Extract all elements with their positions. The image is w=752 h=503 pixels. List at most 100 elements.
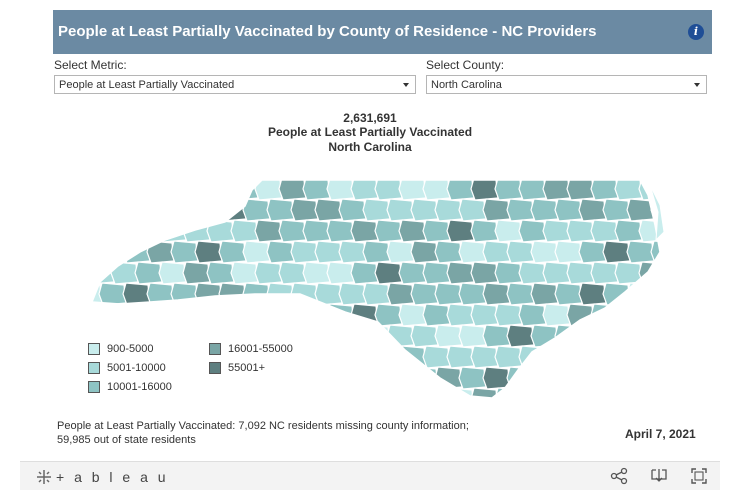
county-region[interactable] (446, 261, 475, 285)
county-region[interactable] (266, 198, 295, 222)
county-region[interactable] (518, 261, 547, 285)
county-region[interactable] (87, 303, 115, 327)
county-region[interactable] (494, 178, 523, 201)
county-region[interactable] (410, 198, 439, 222)
county-region[interactable] (362, 366, 391, 390)
county-region[interactable] (230, 261, 259, 285)
county-region[interactable] (242, 240, 271, 264)
county-region[interactable] (494, 261, 523, 285)
county-region[interactable] (182, 345, 211, 369)
county-select[interactable]: North Carolina (426, 75, 707, 94)
county-region[interactable] (422, 178, 451, 201)
county-region[interactable] (338, 366, 367, 390)
county-region[interactable] (578, 240, 607, 264)
download-icon[interactable] (650, 467, 668, 485)
county-region[interactable] (182, 387, 211, 410)
county-region[interactable] (566, 387, 595, 410)
county-region[interactable] (146, 198, 175, 222)
county-region[interactable] (170, 282, 199, 306)
county-region[interactable] (302, 261, 331, 285)
county-region[interactable] (542, 261, 571, 285)
county-region[interactable] (542, 387, 571, 410)
county-region[interactable] (518, 178, 547, 201)
county-region[interactable] (134, 178, 163, 201)
county-region[interactable] (362, 324, 391, 348)
county-region[interactable] (110, 219, 139, 243)
county-region[interactable] (638, 345, 666, 369)
county-region[interactable] (170, 240, 199, 264)
county-region[interactable] (650, 282, 678, 306)
county-region[interactable] (386, 240, 415, 264)
county-region[interactable] (602, 324, 631, 348)
county-region[interactable] (458, 324, 487, 348)
fullscreen-icon[interactable] (690, 467, 708, 485)
county-region[interactable] (158, 219, 187, 243)
county-region[interactable] (590, 303, 619, 327)
county-region[interactable] (110, 303, 139, 327)
county-region[interactable] (326, 261, 355, 285)
county-region[interactable] (75, 198, 103, 222)
county-region[interactable] (470, 178, 499, 201)
county-region[interactable] (350, 387, 379, 410)
county-region[interactable] (542, 178, 571, 201)
county-region[interactable] (87, 219, 115, 243)
county-region[interactable] (182, 219, 211, 243)
county-region[interactable] (663, 388, 690, 410)
county-region[interactable] (314, 366, 343, 390)
county-region[interactable] (350, 178, 379, 201)
county-region[interactable] (470, 387, 499, 410)
county-region[interactable] (75, 240, 103, 264)
county-region[interactable] (302, 178, 331, 201)
county-region[interactable] (614, 345, 643, 369)
county-region[interactable] (398, 345, 427, 369)
county-region[interactable] (338, 240, 367, 264)
county-region[interactable] (554, 198, 583, 222)
county-region[interactable] (362, 198, 391, 222)
county-region[interactable] (602, 240, 631, 264)
county-region[interactable] (302, 387, 331, 410)
county-region[interactable] (290, 198, 319, 222)
county-region[interactable] (638, 387, 666, 410)
county-region[interactable] (290, 324, 319, 348)
county-region[interactable] (446, 345, 475, 369)
county-region[interactable] (158, 303, 187, 327)
county-region[interactable] (326, 178, 355, 201)
county-region[interactable] (530, 366, 559, 390)
county-region[interactable] (566, 219, 595, 243)
county-region[interactable] (422, 303, 451, 327)
county-region[interactable] (314, 198, 343, 222)
county-region[interactable] (566, 178, 595, 201)
county-region[interactable] (614, 303, 643, 327)
county-region[interactable] (506, 198, 535, 222)
county-region[interactable] (518, 219, 547, 243)
county-region[interactable] (434, 198, 463, 222)
county-region[interactable] (374, 261, 403, 285)
county-region[interactable] (458, 198, 487, 222)
county-region[interactable] (482, 240, 511, 264)
county-region[interactable] (614, 178, 643, 201)
county-region[interactable] (362, 240, 391, 264)
county-region[interactable] (578, 324, 607, 348)
county-region[interactable] (566, 345, 595, 369)
county-region[interactable] (578, 366, 607, 390)
county-region[interactable] (110, 178, 139, 201)
county-region[interactable] (434, 282, 463, 306)
county-region[interactable] (254, 261, 283, 285)
county-region[interactable] (386, 198, 415, 222)
county-region[interactable] (663, 220, 690, 242)
county-region[interactable] (350, 261, 379, 285)
county-region[interactable] (122, 198, 151, 222)
county-region[interactable] (326, 303, 355, 327)
county-region[interactable] (290, 240, 319, 264)
county-region[interactable] (590, 345, 619, 369)
county-region[interactable] (494, 387, 523, 410)
county-region[interactable] (542, 219, 571, 243)
county-region[interactable] (386, 282, 415, 306)
county-region[interactable] (422, 219, 451, 243)
county-region[interactable] (194, 240, 223, 264)
county-region[interactable] (590, 261, 619, 285)
county-region[interactable] (446, 178, 475, 201)
county-region[interactable] (482, 282, 511, 306)
county-region[interactable] (362, 282, 391, 306)
